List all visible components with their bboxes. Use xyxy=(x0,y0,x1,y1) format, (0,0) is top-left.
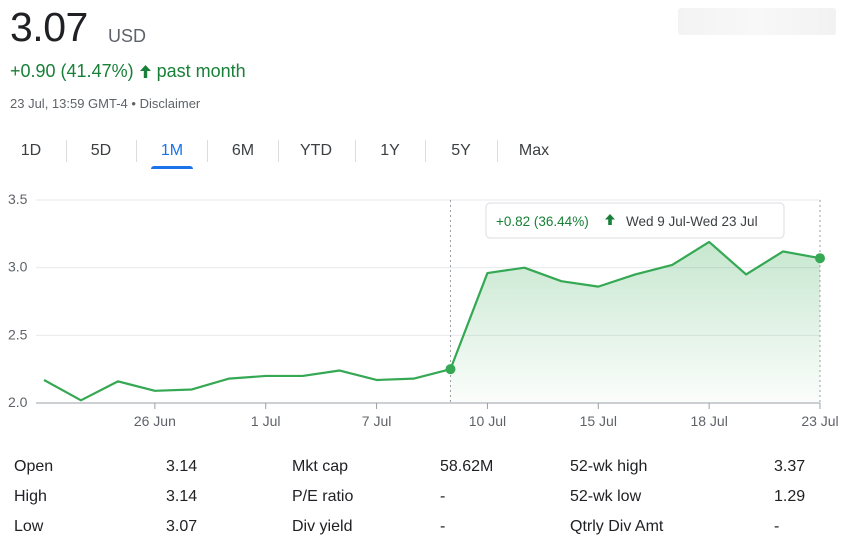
tab-5y[interactable]: 5Y xyxy=(451,142,471,159)
tab-1y[interactable]: 1Y xyxy=(380,142,400,159)
tab-1m[interactable]: 1M xyxy=(151,133,193,169)
change-period: past month xyxy=(156,61,246,81)
stat-label: Low xyxy=(14,518,44,535)
stat-value: 3.37 xyxy=(774,458,806,475)
range-endpoint-dot xyxy=(445,364,456,375)
range-endpoint-dot xyxy=(815,253,825,264)
stat-value: 3.14 xyxy=(166,458,198,475)
stat-value: 58.62M xyxy=(440,458,494,475)
change-amount: +0.90 (41.47%) xyxy=(10,61,134,81)
stat-label: Open xyxy=(14,458,54,475)
timestamp-text: 23 Jul, 13:59 GMT-4 • xyxy=(10,96,136,111)
tab-divider xyxy=(207,140,208,162)
x-tick-label: 26 Jun xyxy=(134,413,176,429)
stat-label: P/E ratio xyxy=(292,488,354,505)
tab-divider xyxy=(425,140,426,162)
y-tick-label: 3.5 xyxy=(8,191,28,207)
tooltip-change: +0.82 (36.44%) xyxy=(496,214,589,229)
x-tick-label: 18 Jul xyxy=(690,413,727,429)
arrow-up-icon xyxy=(139,64,152,79)
currency-label: USD xyxy=(108,26,147,46)
stat-label: 52-wk high xyxy=(570,458,648,475)
range-tabs: 1D 5D 1M 6M YTD 1Y 5Y Max xyxy=(0,133,600,169)
tab-divider xyxy=(497,140,498,162)
y-tick-label: 3.0 xyxy=(8,259,28,275)
disclaimer-link[interactable]: Disclaimer xyxy=(139,96,201,111)
price-chart[interactable]: 3.5 3.0 2.5 2.0 26 Jun 1 Jul 7 Jul 10 Jul 15 Jul… xyxy=(0,180,846,440)
range-tooltip: +0.82 (36.44%) Wed 9 Jul-Wed 23 Jul xyxy=(485,202,785,239)
stat-label: Qtrly Div Amt xyxy=(570,518,664,535)
stat-value: 1.29 xyxy=(774,488,806,505)
stat-label: 52-wk low xyxy=(570,488,642,505)
stat-value: - xyxy=(440,518,446,535)
stat-label: High xyxy=(14,488,47,505)
x-tick-label: 23 Jul xyxy=(801,413,838,429)
price-change: +0.90 (41.47%) past month xyxy=(10,61,246,82)
timestamp: 23 Jul, 13:59 GMT-4 • Disclaimer xyxy=(10,96,200,111)
stat-value: - xyxy=(440,488,446,505)
price-value: 3.07 xyxy=(10,4,88,50)
stat-value: 3.14 xyxy=(166,488,198,505)
stat-label: Div yield xyxy=(292,518,353,535)
tab-ytd[interactable]: YTD xyxy=(300,142,332,159)
x-tick-label: 7 Jul xyxy=(362,413,392,429)
tab-divider xyxy=(278,140,279,162)
tab-1d[interactable]: 1D xyxy=(20,142,42,159)
tab-divider xyxy=(66,140,67,162)
tooltip-box xyxy=(485,202,785,239)
x-tick-label: 15 Jul xyxy=(580,413,617,429)
tab-divider xyxy=(136,140,137,162)
tab-6m[interactable]: 6M xyxy=(231,142,255,159)
highlight-area xyxy=(450,241,820,403)
stat-value: - xyxy=(774,518,780,535)
y-tick-label: 2.0 xyxy=(8,394,28,410)
tab-divider xyxy=(355,140,356,162)
stat-value: 3.07 xyxy=(166,518,198,535)
x-tick-label: 1 Jul xyxy=(251,413,281,429)
stat-label: Mkt cap xyxy=(292,458,349,475)
redacted-area xyxy=(678,8,836,35)
price-line xyxy=(43,240,821,402)
y-tick-label: 2.5 xyxy=(8,326,28,342)
tab-max[interactable]: Max xyxy=(518,142,550,159)
tab-5d[interactable]: 5D xyxy=(90,142,112,159)
x-tick-label: 10 Jul xyxy=(469,413,506,429)
arrow-up-icon xyxy=(605,214,615,225)
tooltip-range: Wed 9 Jul-Wed 23 Jul xyxy=(626,214,758,229)
